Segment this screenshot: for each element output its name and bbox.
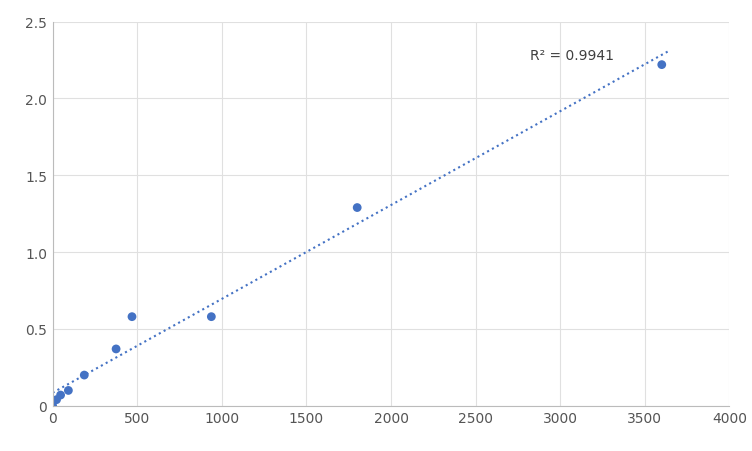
Point xyxy=(55,391,67,399)
Point xyxy=(62,387,74,394)
Point xyxy=(110,345,122,353)
Point xyxy=(656,62,668,69)
Point xyxy=(78,372,90,379)
Point xyxy=(126,313,138,321)
Point xyxy=(50,396,62,403)
Point xyxy=(47,402,59,410)
Point xyxy=(205,313,217,321)
Text: R² = 0.9941: R² = 0.9941 xyxy=(529,49,614,63)
Point xyxy=(351,204,363,212)
